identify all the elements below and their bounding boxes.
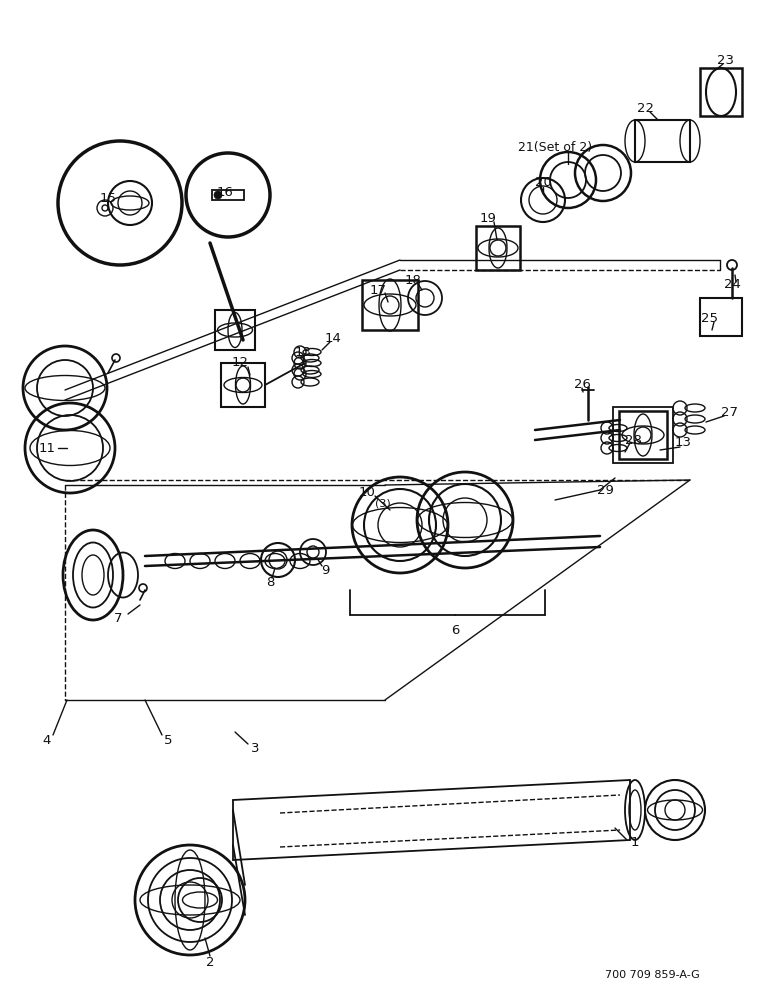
Text: 4: 4 [42, 734, 51, 746]
Text: 15: 15 [100, 192, 117, 205]
Text: 1: 1 [631, 836, 639, 850]
Text: 24: 24 [723, 278, 740, 292]
Text: 8: 8 [266, 576, 274, 588]
Text: 3: 3 [251, 742, 259, 754]
Text: 2: 2 [206, 956, 215, 970]
Bar [212, 190, 244, 200]
Text: 29: 29 [597, 484, 614, 496]
Text: 7: 7 [113, 611, 122, 624]
Bar [613, 407, 673, 463]
Bar [700, 68, 742, 116]
Bar [635, 120, 690, 162]
Text: 25: 25 [702, 312, 719, 324]
Text: 26: 26 [574, 378, 591, 391]
Bar [619, 411, 667, 459]
Text: 17: 17 [370, 284, 387, 296]
Text: 10: 10 [358, 486, 375, 498]
Text: 13: 13 [294, 346, 311, 359]
Text: 14: 14 [324, 332, 341, 344]
Text: 9: 9 [321, 564, 329, 576]
Text: 21(Set of 2): 21(Set of 2) [518, 141, 592, 154]
Bar [362, 280, 418, 330]
Text: 11: 11 [39, 442, 56, 454]
Text: (3): (3) [375, 498, 391, 508]
Circle shape [214, 191, 222, 199]
Text: 6: 6 [451, 624, 459, 637]
Bar [215, 310, 255, 350]
Text: 13: 13 [675, 436, 692, 450]
Bar [700, 298, 742, 336]
Text: 27: 27 [722, 406, 739, 420]
Text: 12: 12 [232, 356, 249, 368]
Text: 16: 16 [217, 186, 233, 200]
Text: 22: 22 [636, 102, 654, 114]
Text: 20: 20 [534, 176, 551, 190]
Text: 700 709 859-A-G: 700 709 859-A-G [605, 970, 700, 980]
Text: 18: 18 [405, 273, 422, 286]
Text: 19: 19 [479, 212, 496, 225]
Text: 28: 28 [625, 434, 642, 446]
Bar [476, 226, 520, 270]
Text: 5: 5 [164, 734, 172, 746]
Bar [221, 363, 265, 407]
Text: 23: 23 [716, 53, 733, 66]
